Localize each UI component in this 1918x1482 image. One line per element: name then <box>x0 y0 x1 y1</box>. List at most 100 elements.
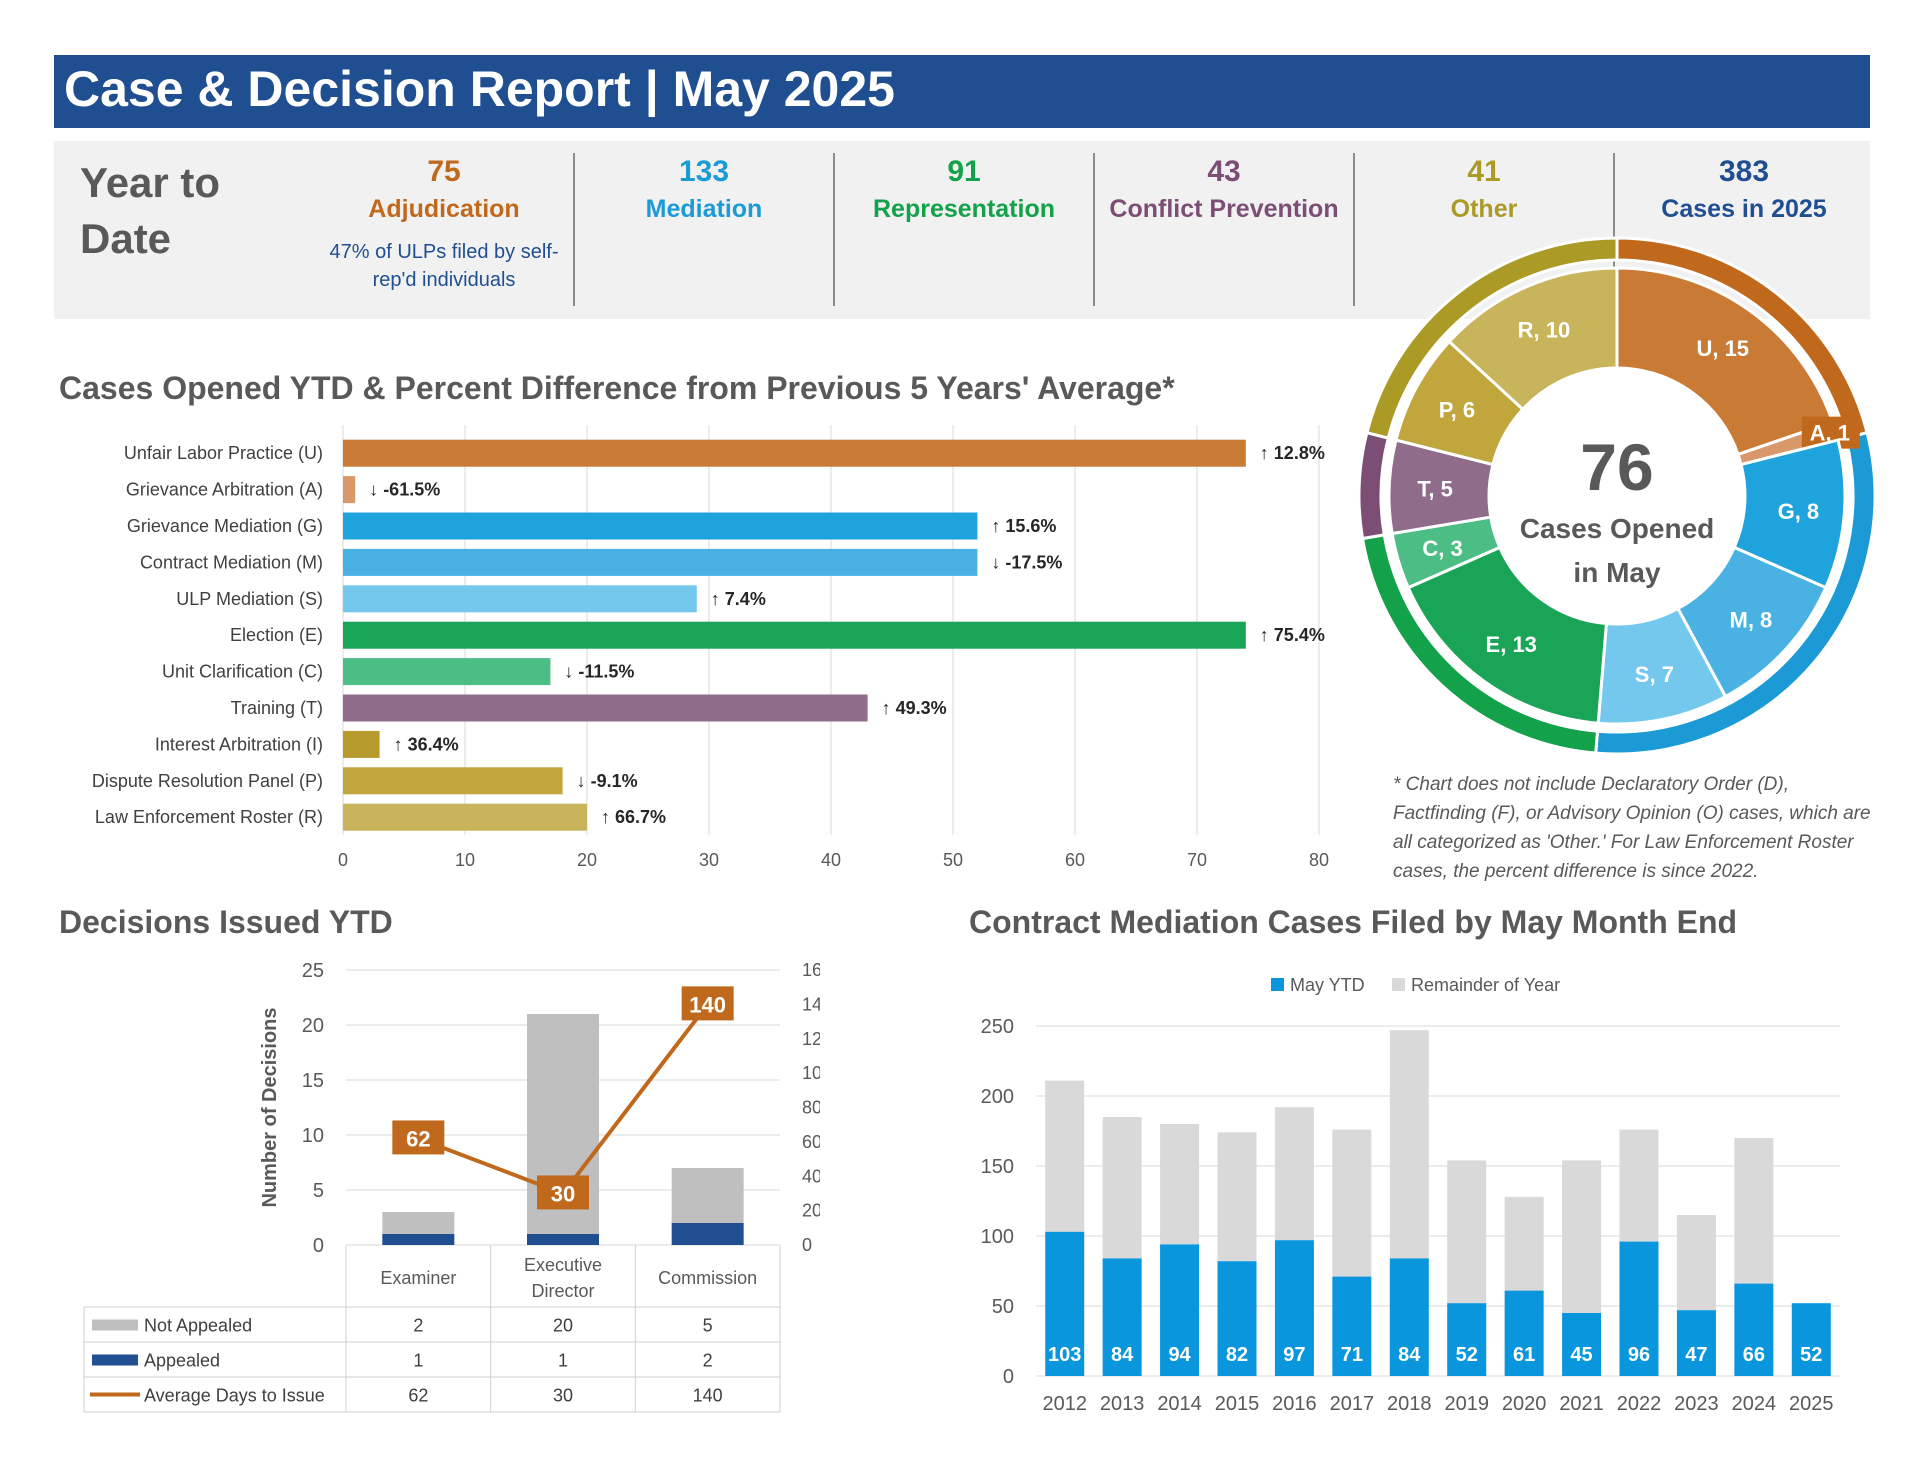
y-axis-title: Number of Decisions <box>259 1007 281 1207</box>
kpi-note: 47% of ULPs filed by self-rep'd individu… <box>329 241 559 291</box>
donut-center-label: in May <box>1573 557 1661 588</box>
bar-appealed <box>527 1234 599 1245</box>
x-tick-label: 70 <box>1187 850 1207 870</box>
bar-data-label: 52 <box>1800 1344 1822 1366</box>
donut-slice <box>1406 545 1609 725</box>
slice-label: T, 5 <box>1417 476 1452 501</box>
kpi-value: 75 <box>427 155 461 188</box>
ytd-label: Year to Date <box>80 159 221 262</box>
y2-tick-label: 100 <box>802 1063 820 1083</box>
table-cell: 2 <box>703 1351 713 1371</box>
bar-may-ytd <box>1619 1241 1659 1376</box>
bar-data-label: 96 <box>1628 1344 1650 1366</box>
data-label: ↑ 7.4% <box>711 589 766 609</box>
bar-may-ytd <box>1332 1276 1372 1376</box>
kpi-label: Representation <box>873 195 1055 223</box>
kpi-value: 383 <box>1718 155 1770 188</box>
category-label: Election (E) <box>230 625 323 645</box>
bar-data-label: 97 <box>1283 1344 1305 1366</box>
bar <box>343 694 868 722</box>
donut-center-value: 76 <box>1580 430 1653 504</box>
donut-center-label: Cases Opened <box>1520 513 1715 544</box>
y2-tick-label: 120 <box>802 1029 820 1049</box>
y-tick-label: 25 <box>302 960 324 982</box>
y-tick-label: 15 <box>302 1070 324 1092</box>
y2-tick-label: 160 <box>802 960 820 980</box>
bar-may-ytd <box>1274 1240 1314 1376</box>
category-label: Interest Arbitration (I) <box>155 734 323 754</box>
x-tick-label: 2014 <box>1157 1393 1202 1415</box>
bar-data-label: 82 <box>1226 1344 1248 1366</box>
bar-may-ytd <box>1504 1290 1544 1376</box>
category-label: Grievance Mediation (G) <box>127 516 323 536</box>
table-cell: 140 <box>693 1386 723 1406</box>
bar-data-label: 66 <box>1743 1344 1765 1366</box>
y2-tick-label: 80 <box>802 1098 820 1118</box>
x-tick-label: 2025 <box>1789 1393 1834 1415</box>
slice-label: R, 10 <box>1518 317 1571 342</box>
bar-data-label: 84 <box>1398 1344 1421 1366</box>
kpi-conflict-prevention: 43 Conflict Prevention <box>1094 155 1354 224</box>
bar-remainder <box>1619 1129 1659 1242</box>
bar-remainder <box>1045 1080 1085 1232</box>
x-tick-label: 2017 <box>1330 1393 1375 1415</box>
x-tick-label: 2012 <box>1042 1393 1087 1415</box>
x-tick-label: 2019 <box>1444 1393 1489 1415</box>
contract-mediation-title: Contract Mediation Cases Filed by May Mo… <box>969 904 1738 940</box>
slice-label: S, 7 <box>1635 662 1674 687</box>
bar-remainder <box>1102 1117 1142 1259</box>
bar-data-label: 61 <box>1513 1344 1535 1366</box>
x-tick-label: 20 <box>577 850 597 870</box>
bar-may-ytd <box>1447 1303 1487 1376</box>
line-label-box <box>681 986 734 1021</box>
slice-label: E, 13 <box>1486 632 1537 657</box>
bar <box>343 803 587 831</box>
kpi-label: Conflict Prevention <box>1109 195 1339 223</box>
x-tick-label: 10 <box>455 850 475 870</box>
data-label: ↑ 49.3% <box>882 698 947 718</box>
bar-may-ytd <box>1102 1258 1142 1376</box>
cases-opened-may-donut: U, 15A, 1G, 8M, 8S, 7E, 13C, 3T, 5P, 6R,… <box>1357 236 1877 756</box>
data-label: ↑ 66.7% <box>601 807 666 827</box>
bar-may-ytd <box>1791 1303 1831 1376</box>
table-row-label: Average Days to Issue <box>144 1386 325 1406</box>
outer-ring-segment <box>1357 430 1391 541</box>
category-label: Grievance Arbitration (A) <box>126 480 323 500</box>
bar-may-ytd <box>1389 1258 1429 1376</box>
table-cell: 20 <box>553 1316 573 1336</box>
data-label: ↑ 75.4% <box>1260 625 1325 645</box>
x-tick-label: 2016 <box>1272 1393 1317 1415</box>
category-label: Training (T) <box>231 698 323 718</box>
slice-label: G, 8 <box>1778 499 1820 524</box>
bar-data-label: 52 <box>1456 1344 1478 1366</box>
x-tick-label: 2023 <box>1674 1393 1719 1415</box>
x-tick-label: 2015 <box>1215 1393 1260 1415</box>
category-label: Unit Clarification (C) <box>162 662 323 682</box>
kpi-divider <box>1093 153 1095 306</box>
y-tick-label: 200 <box>981 1086 1014 1108</box>
table-cell: 30 <box>553 1386 573 1406</box>
kpi-other: 41 Other <box>1354 155 1614 224</box>
kpi-value: 133 <box>678 155 730 188</box>
x-tick-label: 2020 <box>1502 1393 1547 1415</box>
table-cell: 5 <box>703 1316 713 1336</box>
cases-opened-bar-chart: 0 10 20 30 40 50 60 70 80 Unfair Labor Practice (… <box>92 425 1329 870</box>
y-tick-label: 0 <box>1003 1366 1014 1388</box>
chart-footnote: * Chart does not include Declaratory Ord… <box>1393 774 1871 882</box>
bar-remainder <box>1217 1132 1257 1262</box>
kpi-mediation: 133 Mediation <box>574 155 834 224</box>
category-label: Dispute Resolution Panel (P) <box>92 771 323 791</box>
table-header: Executive <box>524 1255 602 1275</box>
table-row-label: Not Appealed <box>144 1316 252 1336</box>
kpi-adjudication: 75 Adjudication 47% of ULPs filed by sel… <box>314 155 574 294</box>
bar-may-ytd <box>1562 1313 1602 1376</box>
bar-appealed <box>382 1234 455 1245</box>
kpi-value: 43 <box>1207 155 1241 188</box>
kpi-label: Mediation <box>645 195 763 223</box>
slice-label: P, 6 <box>1439 397 1475 422</box>
kpi-divider <box>833 153 835 306</box>
x-tick-label: 0 <box>338 850 348 870</box>
x-tick-label: 2024 <box>1732 1393 1777 1415</box>
x-tick-label: 2022 <box>1617 1393 1662 1415</box>
cases-opened-title: Cases Opened YTD & Percent Difference fr… <box>59 370 1175 406</box>
